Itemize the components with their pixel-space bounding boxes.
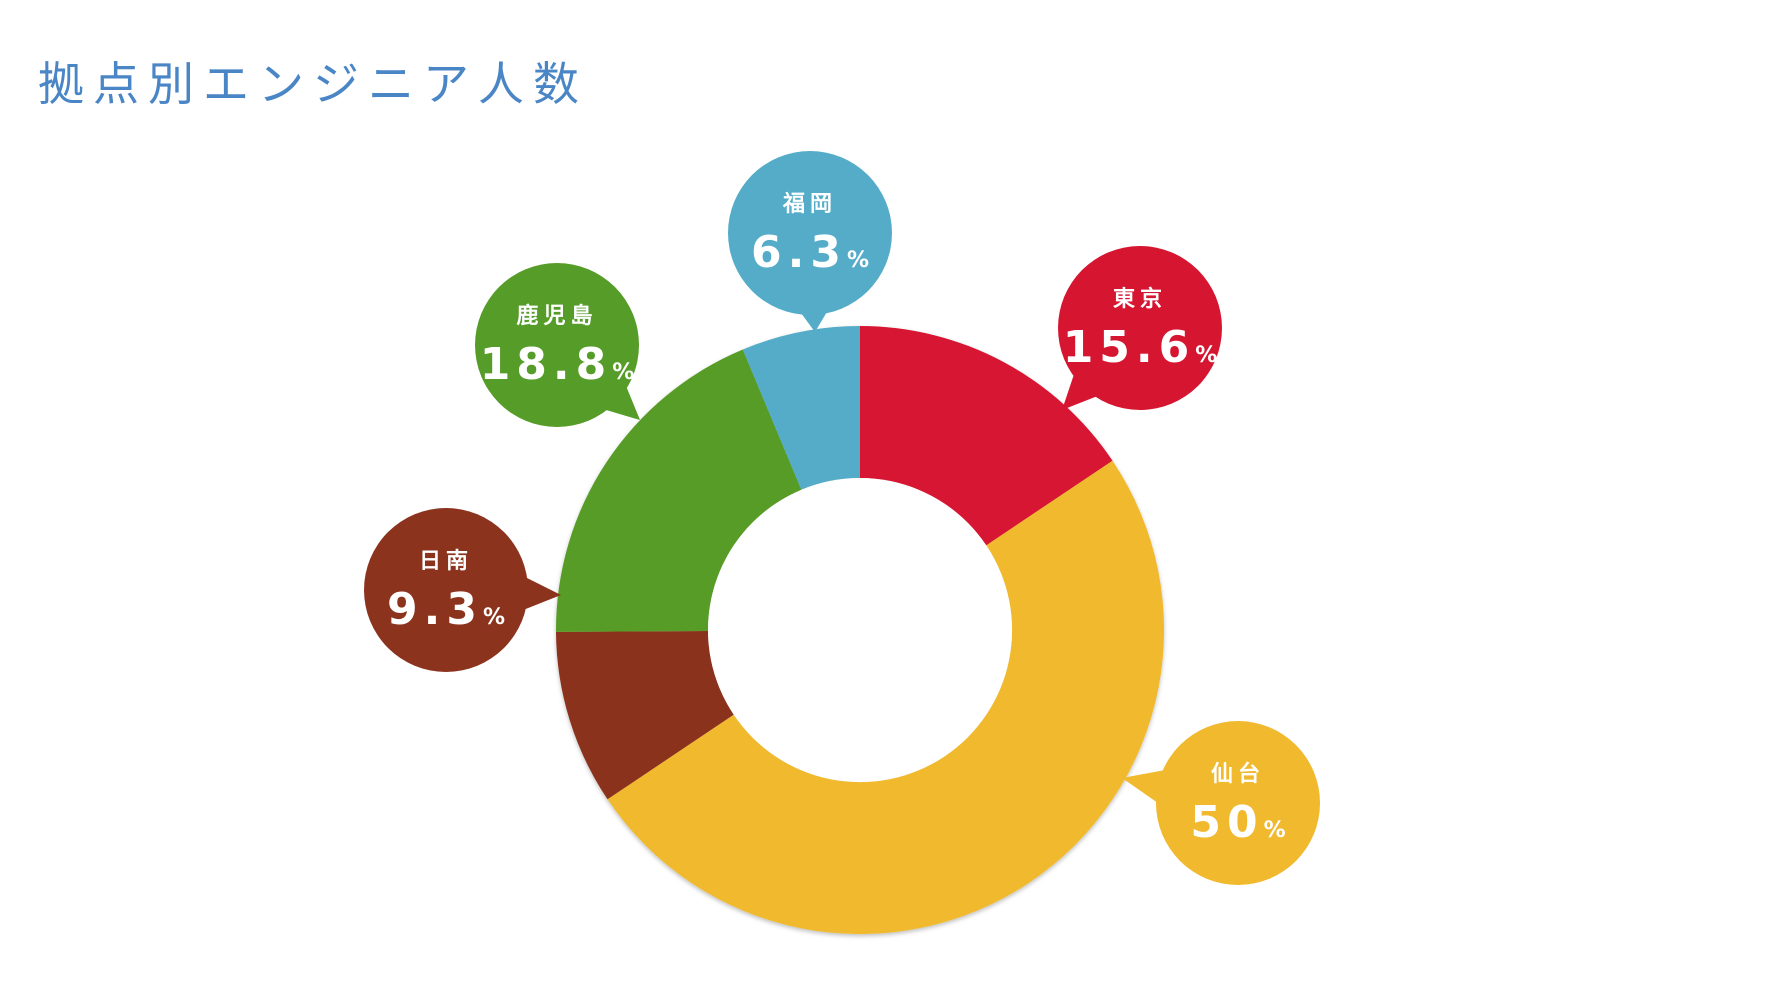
chart-title: 拠点別エンジニア人数 bbox=[38, 57, 588, 111]
slice-2 bbox=[556, 630, 734, 800]
callout-circle bbox=[1058, 246, 1222, 410]
slice-unit: % bbox=[847, 248, 869, 273]
callout-0: 東京 15.6% bbox=[1058, 246, 1222, 410]
callout-circle bbox=[1156, 721, 1320, 885]
slice-label: 鹿児島 bbox=[516, 303, 597, 329]
slice-value: 18.8% bbox=[480, 339, 635, 390]
callout-2: 日南9.3% bbox=[364, 508, 561, 672]
slice-label: 東京 bbox=[1113, 286, 1167, 312]
slice-label: 仙台 bbox=[1211, 761, 1265, 787]
slice-label: 福岡 bbox=[782, 192, 837, 217]
donut-hole bbox=[708, 478, 1012, 782]
callout-circle bbox=[475, 263, 639, 427]
slice-unit: % bbox=[612, 360, 634, 385]
slice-3 bbox=[555, 349, 802, 632]
slice-label: 日南 bbox=[419, 549, 473, 574]
slice-0 bbox=[860, 326, 1113, 546]
slice-unit: % bbox=[1264, 818, 1286, 843]
callout-4: 福岡6.3% bbox=[728, 151, 892, 332]
slice-value: 15.6% bbox=[1063, 322, 1218, 373]
callout-3: 鹿児島 18.8% bbox=[475, 263, 640, 427]
slice-unit: % bbox=[1195, 343, 1217, 368]
callout-circle bbox=[364, 508, 528, 672]
donut-slices bbox=[555, 326, 1165, 935]
slice-1 bbox=[607, 460, 1165, 935]
slice-4 bbox=[742, 326, 860, 490]
callout-circle bbox=[728, 151, 892, 315]
slice-unit: % bbox=[483, 605, 505, 630]
